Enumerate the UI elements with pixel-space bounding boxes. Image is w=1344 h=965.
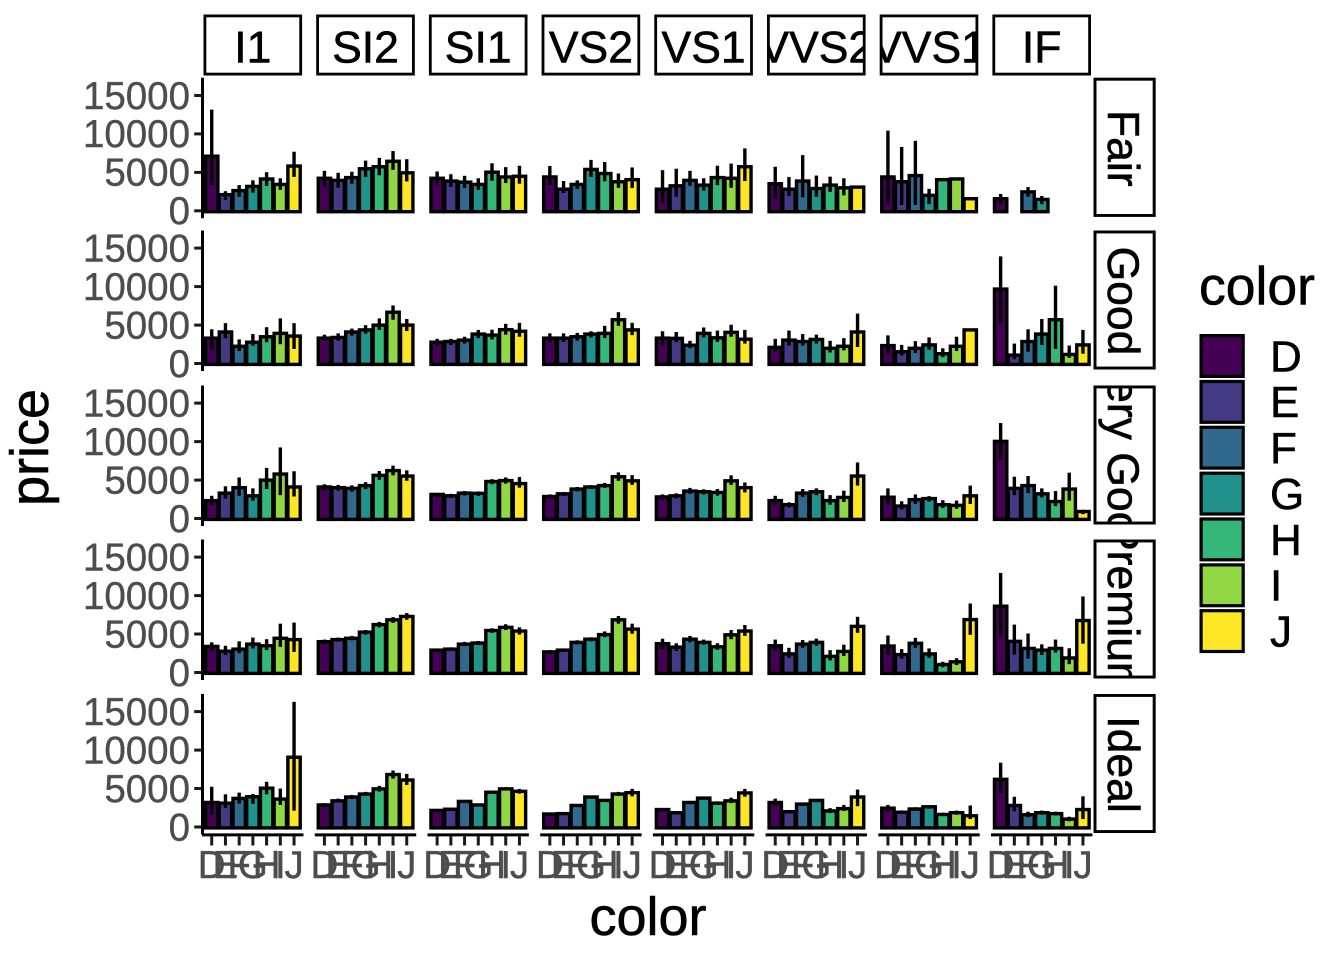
svg-text:G: G — [1027, 844, 1057, 887]
svg-text:SI1: SI1 — [445, 23, 512, 72]
svg-text:F: F — [791, 844, 815, 887]
svg-text:F: F — [566, 844, 590, 887]
svg-text:IF: IF — [1022, 23, 1062, 72]
svg-text:J: J — [961, 844, 980, 887]
svg-text:D: D — [1270, 332, 1302, 381]
svg-text:5000: 5000 — [104, 459, 190, 502]
svg-text:D: D — [423, 844, 451, 887]
svg-text:J: J — [510, 844, 529, 887]
svg-text:VVS1: VVS1 — [872, 23, 986, 72]
svg-text:Ideal: Ideal — [1098, 716, 1147, 813]
svg-text:I1: I1 — [234, 23, 271, 72]
svg-text:G: G — [801, 844, 831, 887]
svg-text:J: J — [735, 844, 754, 887]
svg-text:H: H — [591, 844, 619, 887]
svg-text:10000: 10000 — [83, 729, 190, 772]
svg-text:G: G — [351, 844, 381, 887]
svg-text:price: price — [0, 389, 60, 506]
svg-text:E: E — [551, 844, 577, 887]
svg-text:E: E — [776, 844, 802, 887]
svg-text:E: E — [663, 844, 689, 887]
svg-text:F: F — [1270, 424, 1297, 473]
svg-text:F: F — [340, 844, 364, 887]
svg-text:J: J — [623, 844, 642, 887]
svg-text:SI2: SI2 — [332, 23, 399, 72]
svg-text:I: I — [613, 844, 624, 887]
svg-text:D: D — [198, 844, 226, 887]
svg-text:I: I — [838, 844, 849, 887]
svg-text:15000: 15000 — [83, 227, 190, 270]
svg-text:E: E — [1270, 378, 1299, 427]
svg-text:H: H — [253, 844, 281, 887]
svg-text:0: 0 — [169, 190, 190, 233]
svg-text:15000: 15000 — [83, 536, 190, 579]
svg-text:H: H — [1270, 516, 1302, 565]
svg-text:J: J — [284, 844, 303, 887]
svg-text:VS1: VS1 — [662, 23, 746, 72]
svg-text:color: color — [589, 887, 706, 947]
svg-text:0: 0 — [169, 652, 190, 695]
svg-text:5000: 5000 — [104, 304, 190, 347]
svg-text:Good: Good — [1098, 247, 1147, 356]
svg-text:G: G — [689, 844, 719, 887]
svg-text:0: 0 — [169, 343, 190, 386]
svg-text:Premium: Premium — [1098, 521, 1147, 699]
svg-text:D: D — [987, 844, 1015, 887]
svg-text:H: H — [478, 844, 506, 887]
svg-text:J: J — [1073, 844, 1092, 887]
svg-text:15000: 15000 — [83, 382, 190, 425]
svg-text:H: H — [365, 844, 393, 887]
svg-text:J: J — [848, 844, 867, 887]
svg-text:10000: 10000 — [83, 421, 190, 464]
svg-text:0: 0 — [169, 498, 190, 541]
svg-text:F: F — [1016, 844, 1040, 887]
svg-text:E: E — [889, 844, 915, 887]
svg-text:F: F — [453, 844, 477, 887]
svg-text:J: J — [397, 844, 416, 887]
svg-text:color: color — [1199, 258, 1315, 317]
svg-text:Fair: Fair — [1098, 110, 1147, 187]
svg-text:J: J — [1270, 608, 1292, 657]
svg-text:D: D — [536, 844, 564, 887]
svg-text:H: H — [816, 844, 844, 887]
svg-text:E: E — [1002, 844, 1028, 887]
svg-text:H: H — [703, 844, 731, 887]
svg-text:I: I — [951, 844, 962, 887]
svg-text:0: 0 — [169, 806, 190, 849]
svg-text:E: E — [438, 844, 464, 887]
svg-text:H: H — [1042, 844, 1070, 887]
svg-text:E: E — [213, 844, 239, 887]
svg-text:I: I — [1064, 844, 1075, 887]
svg-text:G: G — [1270, 470, 1304, 519]
svg-text:F: F — [678, 844, 702, 887]
svg-text:I: I — [726, 844, 737, 887]
svg-text:I: I — [500, 844, 511, 887]
svg-text:H: H — [929, 844, 957, 887]
svg-text:I: I — [275, 844, 286, 887]
svg-text:I: I — [1270, 562, 1282, 611]
svg-text:G: G — [463, 844, 493, 887]
svg-text:G: G — [914, 844, 944, 887]
svg-text:G: G — [576, 844, 606, 887]
svg-text:15000: 15000 — [83, 691, 190, 734]
svg-text:15000: 15000 — [83, 75, 190, 118]
svg-text:E: E — [325, 844, 351, 887]
svg-text:10000: 10000 — [83, 266, 190, 309]
svg-text:VS2: VS2 — [549, 23, 633, 72]
svg-text:10000: 10000 — [83, 113, 190, 156]
svg-text:5000: 5000 — [104, 152, 190, 195]
svg-text:F: F — [904, 844, 928, 887]
svg-text:5000: 5000 — [104, 768, 190, 811]
svg-text:10000: 10000 — [83, 575, 190, 618]
svg-text:I: I — [388, 844, 399, 887]
svg-text:D: D — [649, 844, 677, 887]
svg-text:D: D — [761, 844, 789, 887]
svg-text:D: D — [310, 844, 338, 887]
svg-text:G: G — [238, 844, 268, 887]
svg-text:F: F — [227, 844, 251, 887]
svg-text:VVS2: VVS2 — [759, 23, 873, 72]
svg-text:Very Good: Very Good — [1098, 351, 1147, 561]
svg-text:5000: 5000 — [104, 613, 190, 656]
svg-text:D: D — [874, 844, 902, 887]
